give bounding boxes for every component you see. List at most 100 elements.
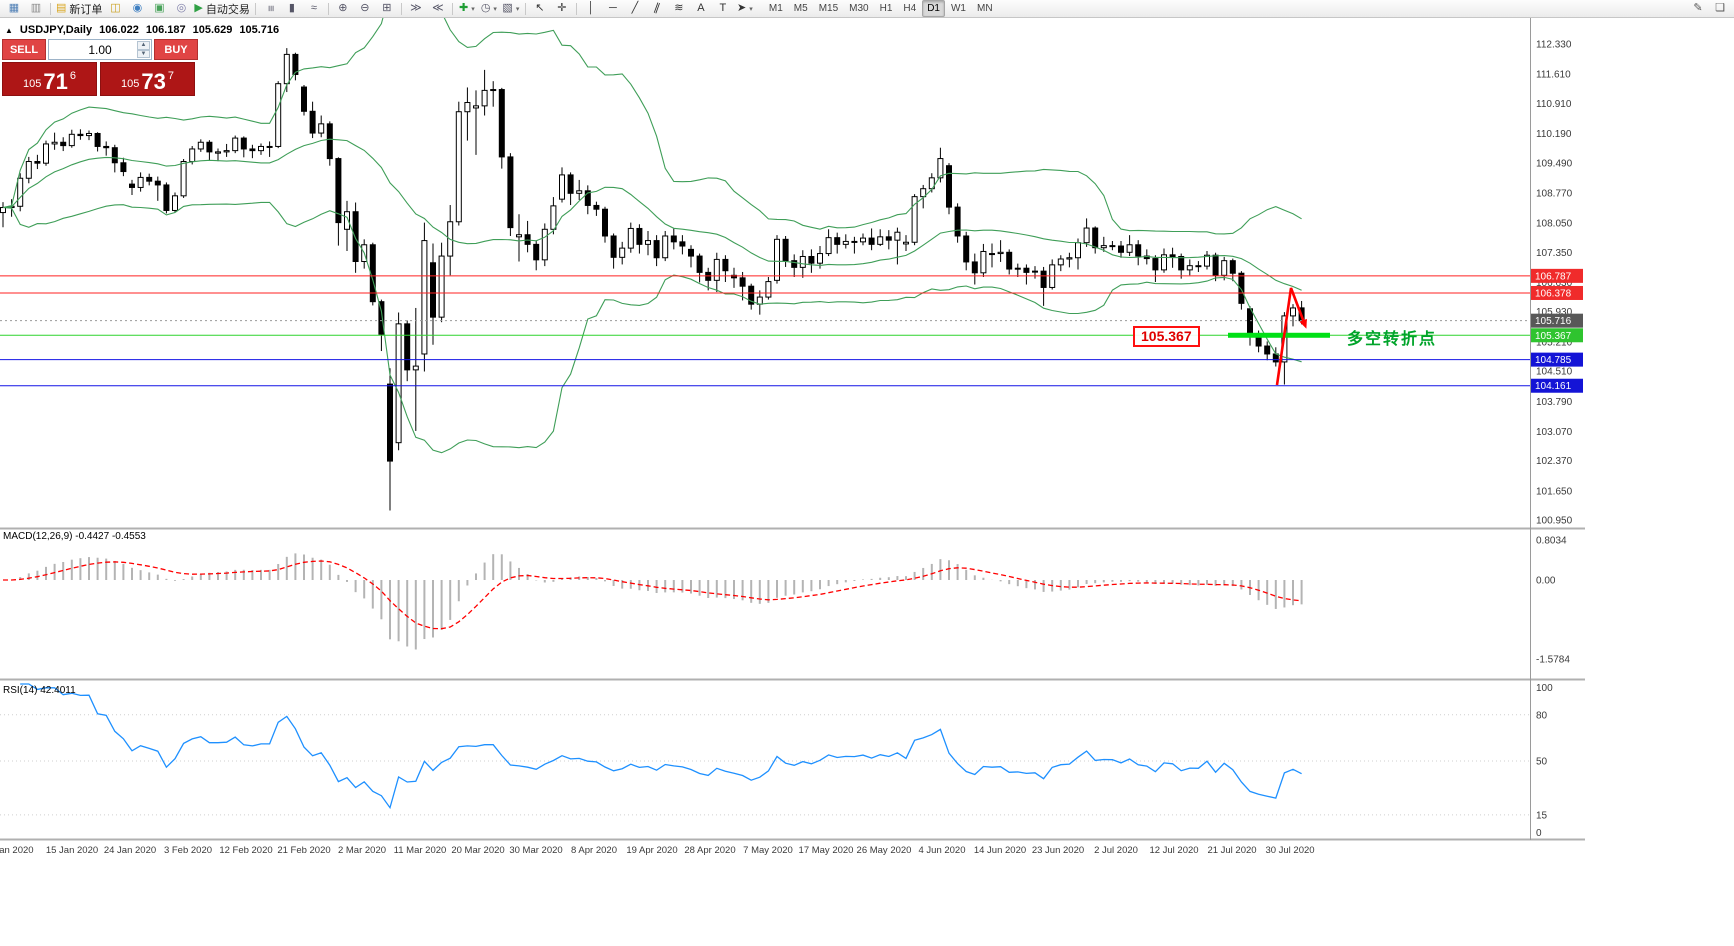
trend-arrow[interactable] (1275, 287, 1307, 386)
price-tick-label: 110.910 (1536, 99, 1572, 110)
buy-button[interactable]: BUY (154, 39, 198, 60)
text-label-icon[interactable]: T (712, 1, 734, 17)
sell-button[interactable]: SELL (2, 39, 46, 60)
line-chart-icon[interactable]: ≈ (303, 1, 325, 17)
volume-increase-button[interactable]: ▲ (137, 41, 150, 50)
zoom-out-icon[interactable]: ⊖ (354, 1, 376, 17)
timeframe-button-m1[interactable]: M1 (768, 3, 783, 14)
market-watch-icon-glyph: ◫ (110, 2, 121, 14)
timeframe-button-h4[interactable]: H4 (903, 3, 917, 14)
equidistant-channel-icon[interactable]: ∥ (646, 1, 668, 17)
horizontal-line-icon[interactable]: ─ (602, 1, 624, 17)
candlestick-chart-icon[interactable]: ▮ (281, 1, 303, 17)
chart-profiles-icon-glyph: ▥ (30, 2, 42, 14)
ohlc-low: 105.629 (192, 24, 233, 36)
terminal-icon[interactable]: ▣ (148, 1, 170, 17)
price-axis[interactable]: 112.330 111.610 110.910 110.190 109.490 108.7… (1531, 39, 1583, 839)
templates-button[interactable]: ▧ ▾ (500, 1, 522, 17)
support-segment[interactable] (1228, 332, 1330, 338)
timeframe-button-w1[interactable]: W1 (950, 3, 966, 14)
one-click-collapse-toggle[interactable]: ▲ (5, 25, 13, 35)
trendline-icon[interactable]: ╱ (624, 1, 646, 17)
price-annotation-box[interactable]: 105.367 (1133, 326, 1200, 347)
vertical-line-icon[interactable]: │ (580, 1, 602, 17)
buy-price[interactable]: 105 73 7 (100, 62, 195, 96)
price-tick-label: 100.950 (1536, 516, 1573, 527)
toolbar-separator (451, 2, 453, 15)
time-tick-label: 4 Jun 2020 (918, 845, 965, 856)
strategy-tester-icon[interactable]: ◎ (170, 1, 192, 17)
timeframe-button-d1[interactable]: D1 (922, 0, 945, 17)
sell-price[interactable]: 105 71 6 (2, 62, 97, 96)
pane-frame (0, 18, 1585, 841)
chat-icon[interactable]: ❏ (1709, 1, 1731, 17)
timeframe-button-m15[interactable]: M15 (818, 3, 839, 14)
chat-icon-glyph: ❏ (1715, 2, 1725, 14)
equidistant-channel-icon-glyph: ∥ (652, 1, 662, 15)
timeframe-button-m5[interactable]: M5 (793, 3, 808, 14)
fibonacci-icon[interactable]: ≋ (668, 1, 690, 17)
buy-price-prefix: 105 (121, 78, 140, 90)
time-tick-label: 2 Mar 2020 (338, 845, 386, 856)
autotrading-button[interactable]: ▶ 自动交易 (192, 1, 251, 17)
navigator-icon[interactable]: ◉ (126, 1, 148, 17)
chart-annotations[interactable] (1228, 287, 1330, 386)
bars-chart-icon[interactable]: ≡ (259, 1, 281, 17)
pencil-edit-icon[interactable]: ✎ (1687, 1, 1709, 17)
periods-glyph: ◷ (480, 2, 491, 14)
volume-decrease-button[interactable]: ▼ (137, 49, 150, 58)
periods-button[interactable]: ◷ ▾ (478, 1, 500, 17)
price-tick-label: 105.210 (1536, 337, 1573, 348)
rsi-scale-label: 0 (1536, 828, 1542, 839)
time-tick-label: 21 Jul 2020 (1207, 845, 1256, 856)
new-order-button[interactable]: ▤ 新订单 (54, 1, 104, 17)
price-tag-105.367 (1531, 328, 1583, 343)
ohlc-high: 106.187 (145, 24, 186, 36)
time-tick-label: 2 Jul 2020 (1094, 845, 1138, 856)
price-tick-label: 106.630 (1536, 278, 1573, 289)
arrows-icon[interactable]: ➤ ▾ (734, 1, 756, 17)
autotrading-glyph: ▶ (194, 2, 203, 14)
crosshair-icon[interactable]: ✛ (551, 1, 573, 17)
periods-button-caret[interactable]: ▾ (493, 5, 497, 13)
rsi-pane[interactable] (0, 683, 1530, 816)
text-icon[interactable]: A (690, 1, 712, 17)
timeframe-button-mn[interactable]: MN (976, 3, 993, 14)
macd-scale-label: 0.00 (1536, 576, 1556, 587)
chart-shift-icon-glyph: ≪ (432, 2, 444, 14)
timeframe-button-m30[interactable]: M30 (849, 3, 869, 14)
auto-scroll-icon-glyph: ≫ (410, 2, 422, 14)
pencil-edit-icon-glyph: ✎ (1693, 2, 1703, 14)
volume-value[interactable]: 1.00 (88, 42, 112, 57)
tile-windows-icon[interactable]: ⊞ (376, 1, 398, 17)
toolbar-timeframes: M1 M5 M15 M30 H1 H4 D1 W1 MN (764, 0, 998, 17)
indicators-button[interactable]: ✚ ▾ (456, 1, 478, 17)
cursor-icon[interactable]: ↖ (529, 1, 551, 17)
chart-canvas[interactable]: 112.330 111.610 110.910 110.190 109.490 108.7… (0, 18, 1734, 941)
toolbar-separator (575, 2, 577, 15)
zoom-in-icon[interactable]: ⊕ (332, 1, 354, 17)
price-tag-label: 105.716 (1535, 316, 1572, 327)
horizontal-lines[interactable] (0, 275, 1530, 387)
volume-stepper[interactable]: 1.00 ▲ ▼ (48, 39, 152, 60)
arrows-icon-caret[interactable]: ▾ (749, 5, 753, 13)
price-tag-105.716 (1531, 313, 1583, 328)
indicators-button-caret[interactable]: ▾ (471, 5, 475, 13)
toolbar-separator (400, 2, 402, 15)
chart-profiles-icon[interactable]: ▥ (25, 1, 47, 17)
turning-point-annotation[interactable]: 多空转折点 (1347, 331, 1438, 348)
macd-pane[interactable] (3, 553, 1303, 650)
templates-glyph: ▧ (502, 2, 513, 14)
market-watch-icon[interactable]: ◫ (104, 1, 126, 17)
trendline-icon-glyph: ╱ (631, 2, 639, 14)
chart-shift-icon[interactable]: ≪ (427, 1, 449, 17)
time-axis[interactable]: Jan 2020 15 Jan 2020 24 Jan 2020 3 Feb 2020… (0, 845, 1315, 856)
timeframe-button-h1[interactable]: H1 (879, 3, 893, 14)
time-tick-label: 26 May 2020 (857, 845, 912, 856)
templates-button-caret[interactable]: ▾ (515, 5, 520, 13)
autotrading-button-label: 自动交易 (205, 3, 250, 16)
price-tag-104.161 (1531, 378, 1583, 393)
auto-scroll-icon[interactable]: ≫ (405, 1, 427, 17)
new-chart-icon[interactable]: ▦ (3, 1, 25, 17)
time-tick-label: 15 Jan 2020 (46, 845, 98, 856)
